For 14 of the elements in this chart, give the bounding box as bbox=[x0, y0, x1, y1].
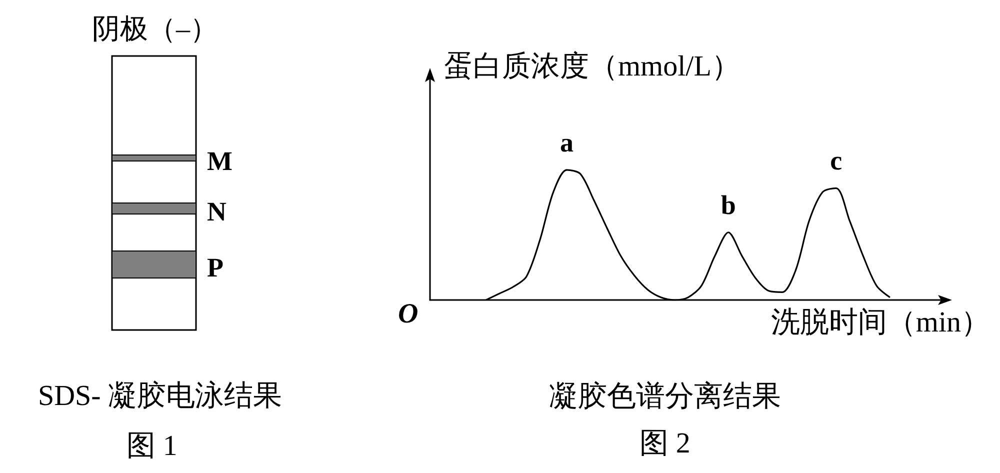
text: 图 1 bbox=[126, 430, 178, 462]
text: O bbox=[398, 298, 418, 330]
text: SDS- 凝胶电泳结果 bbox=[38, 380, 282, 412]
annotation: a bbox=[560, 127, 574, 158]
text: 图 2 bbox=[640, 428, 690, 460]
annotation: b bbox=[720, 190, 736, 220]
text: 凝胶色谱分离结果 bbox=[549, 380, 781, 412]
x-axis-title: 洗脱时间（min） bbox=[770, 306, 990, 338]
text: 阴极（–） bbox=[92, 14, 218, 45]
text: N bbox=[207, 196, 227, 226]
text: P bbox=[207, 252, 224, 282]
annotation: c bbox=[830, 146, 842, 176]
y-axis-title: 蛋白质浓度（mmol/L） bbox=[444, 50, 740, 82]
text: M bbox=[207, 146, 232, 176]
